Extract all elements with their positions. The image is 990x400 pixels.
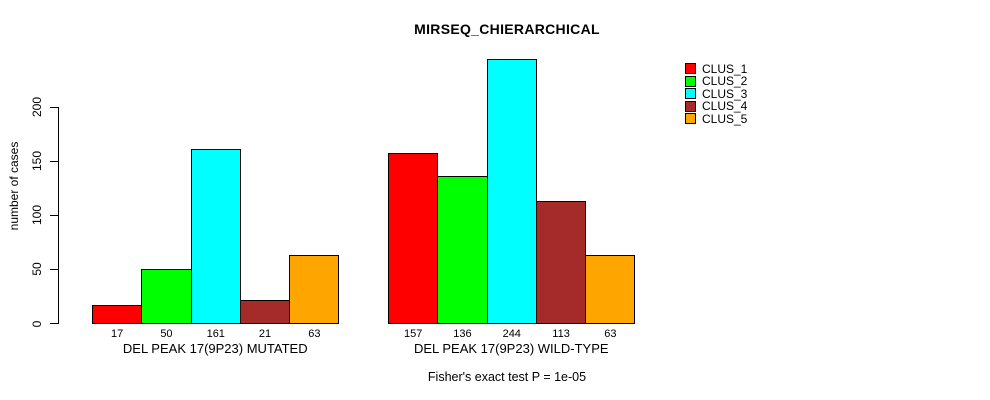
bar-value-label: 63: [604, 328, 617, 340]
bar-value-label: 63: [308, 328, 321, 340]
bar-value-label: 157: [403, 328, 423, 340]
y-axis-tick: [50, 214, 58, 216]
y-axis-tick-label: 200: [30, 97, 44, 118]
y-axis-tick: [50, 323, 58, 324]
y-axis-tick-label: 0: [30, 320, 44, 327]
bar-value-label: 50: [160, 328, 173, 340]
bar-clus_3-category-2: [486, 59, 537, 324]
bar-value-label: 113: [552, 328, 570, 340]
caption: Fisher's exact test P = 1e-05: [427, 370, 587, 384]
category-label: DEL PEAK 17(9P23) MUTATED: [122, 341, 308, 356]
bar-value-label: 17: [111, 328, 124, 340]
category-label: DEL PEAK 17(9P23) WILD-TYPE: [413, 341, 609, 356]
y-axis-tick: [50, 106, 58, 108]
y-axis-tick-label: 100: [30, 205, 44, 226]
bar-value-label: 21: [258, 328, 272, 340]
bar-clus_5-category-1: [289, 254, 340, 324]
y-axis-tick-label: 50: [30, 262, 44, 277]
bar-value-label: 161: [206, 328, 225, 340]
bar-clus_2-category-2: [437, 175, 488, 324]
bar-clus_2-category-1: [141, 268, 192, 324]
y-axis-line: [58, 106, 59, 324]
bar-clus_1-category-2: [388, 153, 439, 324]
y-axis-tick: [50, 160, 58, 162]
bar-clus_4-category-2: [535, 200, 587, 324]
y-axis-tick: [50, 268, 58, 270]
bar-clus_5-category-2: [585, 254, 636, 324]
bar-value-label: 244: [502, 328, 521, 340]
bar-clus_3-category-1: [190, 148, 241, 324]
bar-clus_4-category-1: [239, 300, 291, 324]
bar-value-label: 136: [453, 328, 472, 340]
y-axis-tick-label: 150: [30, 151, 44, 172]
chart-title: MIRSEQ_CHIERARCHICAL: [414, 21, 600, 37]
bar-clus_1-category-1: [92, 304, 143, 324]
